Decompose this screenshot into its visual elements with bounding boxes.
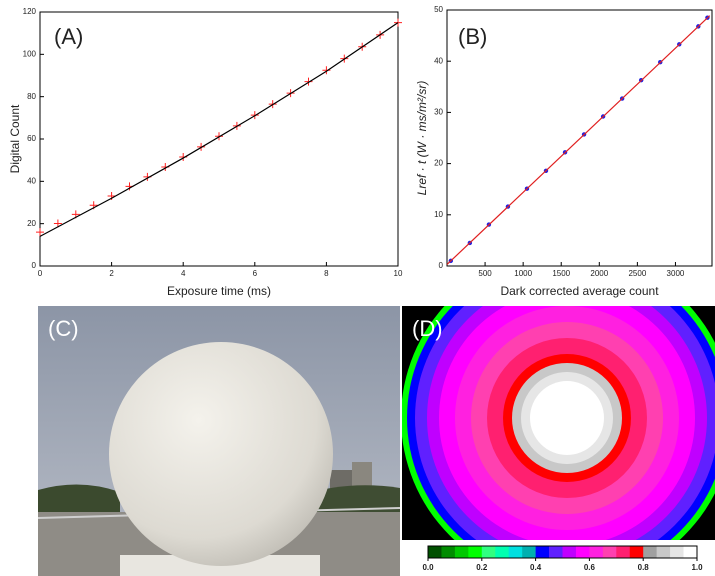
panel-label: (B): [458, 24, 487, 49]
y-axis-label: Digital Count: [8, 104, 22, 173]
x-tick-label: 1500: [552, 269, 570, 278]
colorbar-segment: [441, 546, 456, 558]
y-tick-label: 40: [27, 176, 36, 185]
y-tick-label: 60: [27, 134, 36, 143]
colorbar-segment: [549, 546, 563, 558]
colorbar-segment: [535, 546, 550, 558]
y-tick-label: 40: [434, 56, 443, 65]
colorbar-frame: [427, 545, 698, 559]
point: [36, 228, 44, 237]
colorbar-segment: [428, 546, 442, 558]
colorbar-segment: [562, 546, 577, 558]
y-tick-label: 10: [434, 210, 443, 219]
colorbar-segment: [602, 546, 617, 558]
x-tick-label: 10: [394, 269, 403, 278]
colorbar-tick-label: 0.6: [584, 563, 596, 572]
colorbar-tick-label: 0.2: [476, 563, 488, 572]
colorbar-segment: [629, 546, 644, 558]
x-tick-label: 2: [109, 269, 114, 278]
colorbar-segment: [616, 546, 631, 558]
x-tick-label: 500: [478, 269, 492, 278]
colorbar-segment: [643, 546, 657, 558]
x-axis-label: Dark corrected average count: [500, 284, 659, 298]
point: [394, 18, 402, 27]
x-tick-label: 2000: [590, 269, 608, 278]
colorbar-segment: [522, 546, 536, 558]
panel-label: (D): [412, 316, 443, 341]
colorbar-segment: [481, 546, 496, 558]
x-tick-label: 1000: [514, 269, 532, 278]
x-tick-label: 3000: [667, 269, 685, 278]
colorbar-segment: [670, 546, 684, 558]
x-tick-label: 2500: [628, 269, 646, 278]
point: [322, 66, 331, 75]
y-tick-label: 100: [23, 49, 37, 58]
point: [304, 77, 313, 86]
y-tick-label: 0: [32, 261, 37, 270]
x-axis-label: Exposure time (ms): [167, 284, 271, 298]
colorbar-segment: [495, 546, 509, 558]
y-tick-label: 20: [434, 159, 443, 168]
colorbar-tick-label: 0.8: [638, 563, 650, 572]
y-tick-label: 0: [439, 261, 444, 270]
fit-line: [39, 22, 399, 237]
x-tick-label: 0: [38, 269, 43, 278]
y-tick-label: 30: [434, 108, 443, 117]
fit-line: [446, 15, 711, 265]
y-tick-label: 20: [27, 219, 36, 228]
colorbar-tick-label: 0.0: [422, 563, 434, 572]
y-tick-label: 50: [434, 5, 443, 14]
panel-label: (A): [54, 24, 83, 49]
colorbar-segment: [575, 546, 590, 558]
radiance-map: [402, 306, 715, 540]
colorbar-segment: [508, 546, 523, 558]
colorbar-tick-label: 0.4: [530, 563, 542, 572]
colorbar-segment: [589, 546, 604, 558]
colorbar-tick-label: 1.0: [691, 563, 703, 572]
photo: [38, 306, 400, 576]
y-tick-label: 80: [27, 92, 36, 101]
panel-label: (C): [48, 316, 79, 341]
x-tick-label: 4: [181, 269, 186, 278]
y-tick-label: 120: [23, 7, 37, 16]
colorbar-segment: [454, 546, 469, 558]
x-tick-label: 6: [253, 269, 258, 278]
colorbar-segment: [683, 546, 698, 558]
colorbar-segment: [656, 546, 671, 558]
x-tick-label: 8: [324, 269, 329, 278]
colorbar-segment: [468, 546, 483, 558]
y-axis-label: Lref · t (W · ms/m²/sr): [415, 81, 429, 196]
point: [53, 219, 62, 228]
